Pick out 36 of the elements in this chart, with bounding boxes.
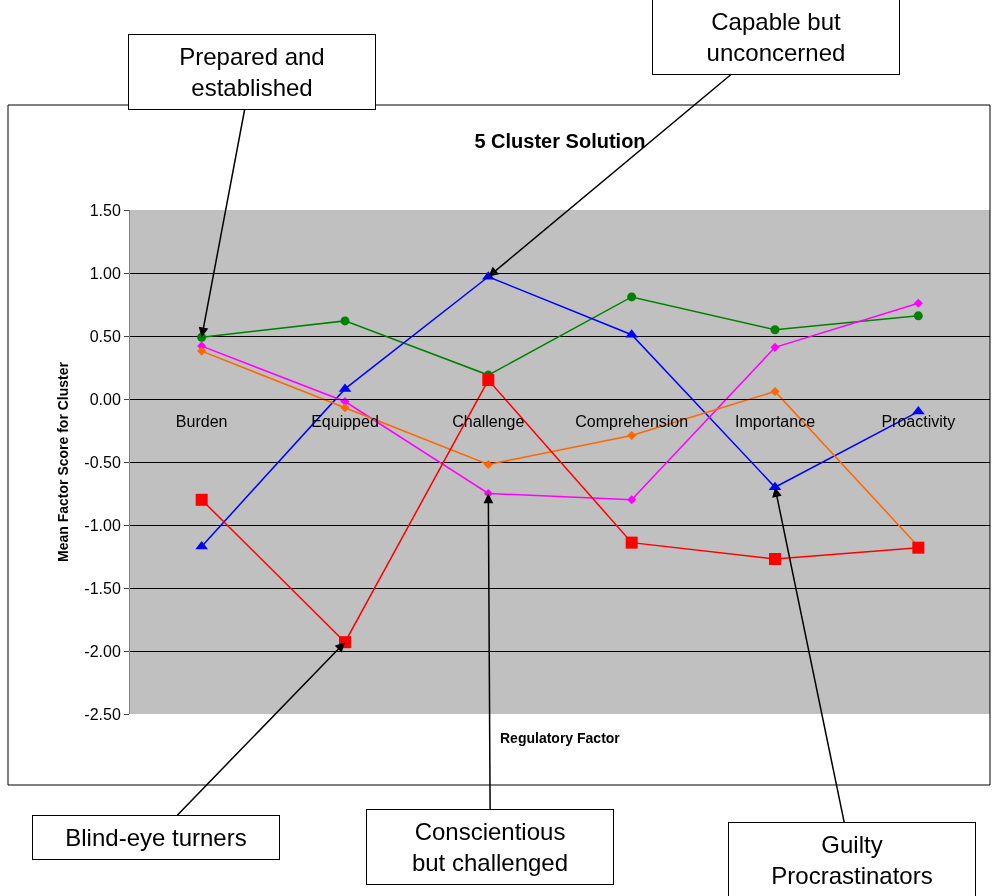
y-tick-label: 0.00 — [89, 390, 121, 408]
point — [913, 311, 923, 321]
point — [769, 553, 781, 566]
y-tick-label: 0.50 — [89, 327, 121, 345]
y-axis-title: Mean Factor Score for Cluster — [54, 361, 71, 562]
x-tick-label: Equipped — [311, 413, 379, 431]
point — [340, 316, 350, 326]
point — [627, 495, 637, 505]
point — [483, 459, 493, 470]
point — [197, 346, 207, 356]
point — [195, 540, 209, 550]
x-tick-label: Burden — [175, 413, 228, 431]
y-tick-label: -1.00 — [84, 516, 121, 534]
y-tick-label: 1.50 — [89, 201, 121, 219]
point — [770, 325, 780, 335]
point — [625, 536, 638, 549]
point — [770, 386, 780, 396]
point — [340, 403, 350, 413]
annotation: Prepared and established — [179, 43, 325, 102]
point — [482, 374, 495, 387]
point — [913, 298, 923, 308]
point — [195, 493, 208, 506]
y-tick-label: -1.50 — [84, 579, 121, 597]
x-axis-title: Regulatory Factor — [500, 730, 621, 746]
y-tick-label: -2.50 — [84, 705, 121, 723]
annotation: Guilty Procrastinators — [771, 831, 933, 890]
point — [770, 342, 780, 352]
point — [627, 292, 637, 302]
y-tick-label: 1.00 — [89, 264, 121, 282]
y-tick-label: -2.00 — [84, 642, 121, 660]
y-tick-label: -0.50 — [84, 453, 121, 471]
annotation: Conscientious but challenged — [411, 818, 569, 877]
annotation: Blind-eye turners — [65, 824, 247, 851]
annotation: Capable but unconcerned — [706, 8, 846, 67]
chart-title: 5 Cluster Solution — [474, 130, 646, 152]
point — [627, 430, 637, 441]
